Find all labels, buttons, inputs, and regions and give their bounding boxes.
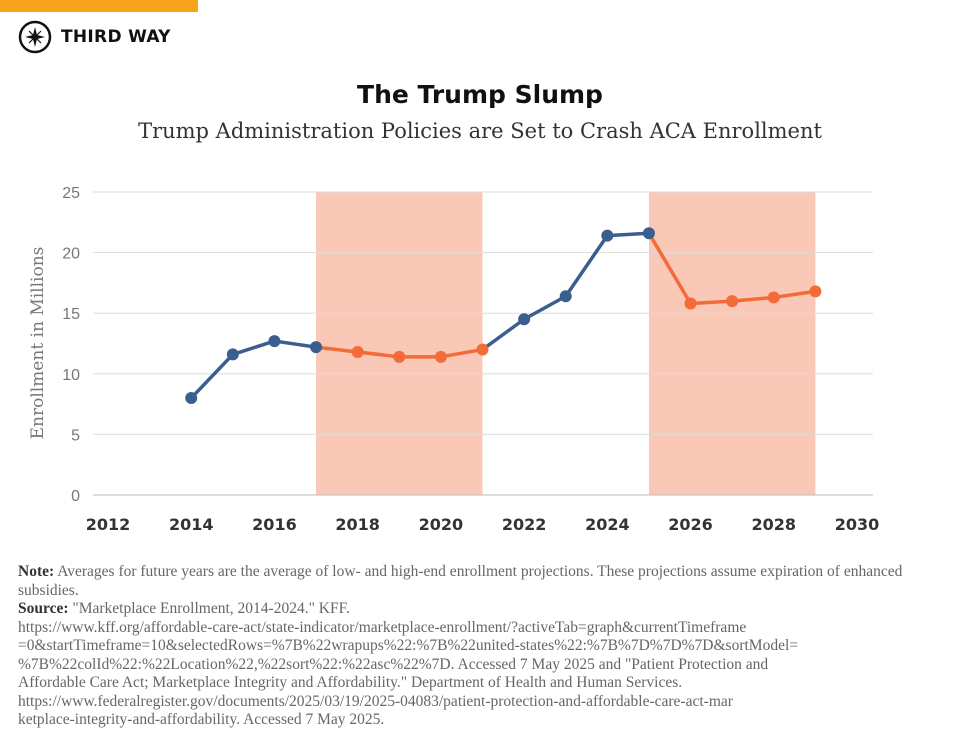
x-tick-label: 2026 [668, 515, 713, 534]
data-point [476, 343, 489, 356]
data-point [185, 392, 198, 405]
accent-bar [0, 0, 198, 12]
data-point [351, 345, 364, 358]
y-tick-label: 25 [62, 185, 80, 202]
data-point [809, 285, 822, 298]
y-tick-label: 15 [62, 306, 80, 323]
source-line: https://www.federalregister.gov/document… [18, 692, 733, 710]
line-chart: 0 5 10 15 20 25 2012 2014 2016 2018 2020 2022 2024 2… [28, 185, 880, 534]
data-point [310, 341, 323, 354]
data-point [601, 229, 614, 242]
x-tick-label: 2022 [502, 515, 547, 534]
data-point [226, 348, 239, 361]
source-line: Affordable Care Act; Marketplace Integri… [18, 674, 683, 691]
data-point [268, 335, 281, 348]
data-point [684, 297, 697, 310]
note-label: Note: [18, 563, 55, 580]
source-line: %7B%22colId%22:%22Location%22,%22sort%22… [18, 655, 769, 673]
data-point [726, 295, 739, 308]
source-label: Source: [18, 600, 69, 617]
note-text: Averages for future years are the averag… [18, 563, 903, 599]
third-way-logo: THIRD WAY [18, 20, 171, 54]
brand-name: THIRD WAY [61, 27, 171, 47]
x-tick-label: 2028 [752, 515, 797, 534]
x-tick-label: 2014 [169, 515, 214, 534]
y-tick-label: 20 [62, 246, 80, 263]
data-point [518, 313, 531, 326]
y-tick-label: 10 [62, 367, 80, 384]
source-text: "Marketplace Enrollment, 2014-2024." KFF… [72, 600, 350, 617]
series-line-actual [189, 339, 317, 400]
x-tick-label: 2030 [835, 515, 880, 534]
x-tick-label: 2012 [86, 515, 131, 534]
y-tick-label: 0 [71, 488, 80, 505]
x-tick-label: 2020 [419, 515, 464, 534]
y-axis-label: Enrollment in Millions [28, 247, 48, 440]
projection-shade [648, 192, 816, 495]
source-line: https://www.kff.org/affordable-care-act/… [18, 618, 747, 636]
source-line: ketplace-integrity-and-affordability. Ac… [18, 711, 385, 728]
chart-title: The Trump Slump [357, 80, 603, 109]
projection-shade [316, 192, 483, 495]
data-point [434, 350, 447, 363]
data-point [393, 350, 406, 363]
data-point [767, 291, 780, 304]
data-point [559, 290, 572, 303]
compass-icon [18, 20, 52, 54]
x-tick-label: 2018 [335, 515, 380, 534]
notes: Note: Averages for future years are the … [18, 563, 948, 730]
data-point [642, 227, 655, 240]
x-tick-label: 2024 [585, 515, 630, 534]
source-line: =0&startTimeframe=10&selectedRows=%7B%22… [18, 637, 799, 654]
x-tick-label: 2016 [252, 515, 297, 534]
y-tick-label: 5 [71, 427, 80, 444]
chart-subtitle: Trump Administration Policies are Set to… [138, 119, 822, 143]
